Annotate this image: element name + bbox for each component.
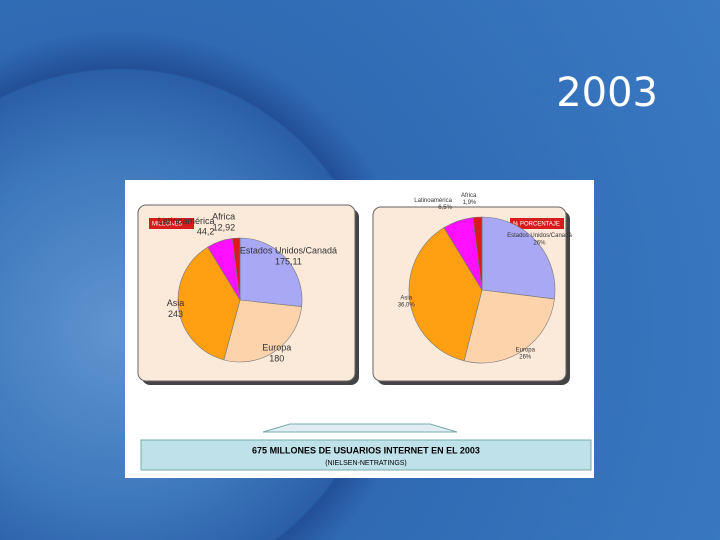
pie-slice xyxy=(481,216,556,300)
value-label: 175,11 xyxy=(275,256,302,266)
pie-slice xyxy=(177,246,241,361)
slice-label: Africa xyxy=(461,193,477,199)
value-label: 6,5% xyxy=(438,205,452,211)
banner-source: (NIELSEN-NETRATINGS) xyxy=(325,460,407,467)
slice-label: Latinoamérica xyxy=(158,216,215,226)
value-label: 36,0% xyxy=(398,303,416,309)
value-label: 26% xyxy=(533,240,546,246)
value-label: 243 xyxy=(168,309,183,319)
chart-subtitle: % PORCENTAJE xyxy=(513,222,560,228)
pie-slice xyxy=(408,227,483,362)
slice-label: Asia xyxy=(167,298,185,308)
legend-tag xyxy=(510,218,564,229)
slice-label: Latinoamérica xyxy=(414,198,452,204)
slice-label: Estados Unidos/Canadá xyxy=(240,246,337,256)
slice-label: Europa xyxy=(516,347,536,353)
chart-subtitle: MILLONES xyxy=(152,222,182,228)
value-label: 12,92 xyxy=(213,222,236,232)
pie-slice xyxy=(239,237,303,308)
slice-label: Africa xyxy=(212,212,235,222)
slice-label: Asia xyxy=(400,295,412,301)
value-label: 180 xyxy=(269,354,284,364)
value-label: 26% xyxy=(519,354,532,360)
legend-tag xyxy=(149,218,194,229)
value-label: 1,9% xyxy=(463,200,477,206)
slide-title: 2003 xyxy=(556,70,658,116)
banner-title: 675 MILLONES DE USUARIOS INTERNET EN EL … xyxy=(252,445,480,455)
pie-slice xyxy=(232,237,241,301)
pie-slice xyxy=(463,289,555,364)
banner xyxy=(140,439,592,471)
slice-label: Europa xyxy=(262,343,291,353)
pie-slice xyxy=(472,216,483,291)
slice-label: Estados Unidos/Canadá xyxy=(507,233,572,239)
arrow xyxy=(262,423,458,433)
value-label: 44,2 xyxy=(197,227,215,237)
pie-slice xyxy=(223,299,302,363)
